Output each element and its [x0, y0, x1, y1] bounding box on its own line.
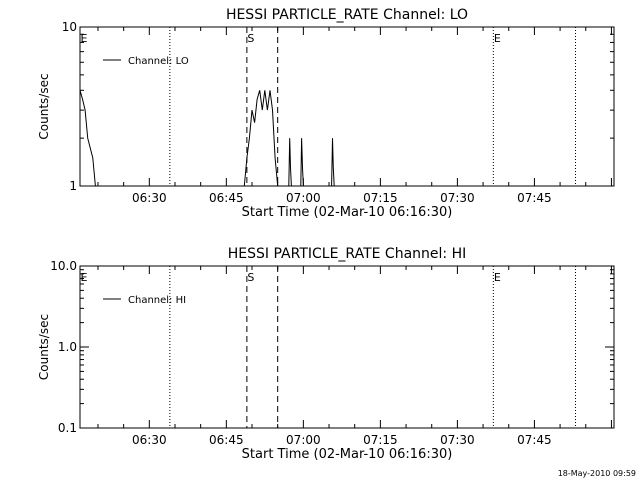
event-marker-label: E: [494, 271, 501, 284]
legend-label: Channel: HI: [128, 295, 186, 306]
y-tick-label: 10.0: [50, 259, 77, 273]
chart-title: HESSI PARTICLE_RATE Channel: LO: [226, 7, 468, 23]
y-tick-label: 1: [69, 179, 77, 193]
plot-frame: [79, 26, 615, 187]
footer-timestamp: 18-May-2010 09:59: [558, 469, 636, 478]
x-tick-label: 07:30: [440, 191, 475, 205]
x-axis-label: Start Time (02-Mar-10 06:16:30): [242, 205, 453, 220]
x-tick-label: 07:45: [517, 191, 552, 205]
event-marker-label: S: [247, 32, 254, 45]
y-axis-label: Counts/sec: [37, 73, 51, 139]
legend-label: Channel: LO: [128, 56, 189, 67]
y-tick-label: 1.0: [58, 340, 77, 354]
x-tick-label: 06:30: [132, 433, 167, 447]
x-tick-label: 06:30: [132, 191, 167, 205]
y-axis-label: Counts/sec: [37, 314, 51, 380]
series-line: [79, 90, 335, 187]
x-tick-label: 07:15: [363, 433, 398, 447]
event-marker-label: E: [494, 32, 501, 45]
x-tick-label: 07:15: [363, 191, 398, 205]
x-tick-label: 06:45: [209, 191, 244, 205]
x-tick-label: 06:45: [209, 433, 244, 447]
x-tick-label: 07:30: [440, 433, 475, 447]
event-marker-label: S: [247, 271, 254, 284]
y-tick-label: 10: [62, 20, 77, 34]
chart-title: HESSI PARTICLE_RATE Channel: HI: [228, 246, 466, 262]
x-tick-label: 07:00: [286, 191, 321, 205]
y-tick-label: 0.1: [58, 421, 77, 435]
x-axis-label: Start Time (02-Mar-10 06:16:30): [242, 447, 453, 462]
event-marker-label: E: [81, 271, 88, 284]
x-tick-label: 07:00: [286, 433, 321, 447]
x-tick-label: 07:45: [517, 433, 552, 447]
event-marker-label: E: [81, 32, 88, 45]
chart-panel-2: HESSI PARTICLE_RATE Channel: HI 06:30 06:4…: [37, 246, 615, 462]
chart-panel-1: HESSI PARTICLE_RATE Channel: LO 06:30 06:4…: [37, 7, 615, 220]
